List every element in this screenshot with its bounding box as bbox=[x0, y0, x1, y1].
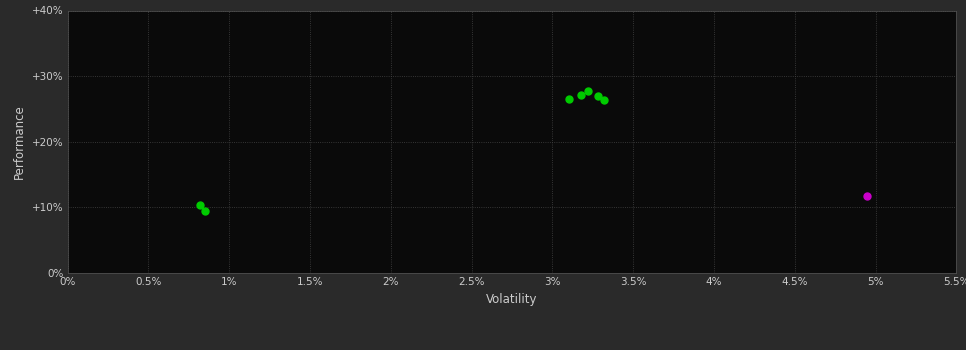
Y-axis label: Performance: Performance bbox=[14, 104, 26, 179]
Point bbox=[581, 88, 596, 93]
Point bbox=[192, 203, 208, 208]
Point bbox=[197, 209, 213, 214]
Point bbox=[574, 92, 589, 97]
Point bbox=[561, 96, 577, 102]
X-axis label: Volatility: Volatility bbox=[486, 293, 538, 306]
Point bbox=[590, 93, 606, 99]
Point bbox=[860, 193, 875, 198]
Point bbox=[596, 97, 611, 103]
